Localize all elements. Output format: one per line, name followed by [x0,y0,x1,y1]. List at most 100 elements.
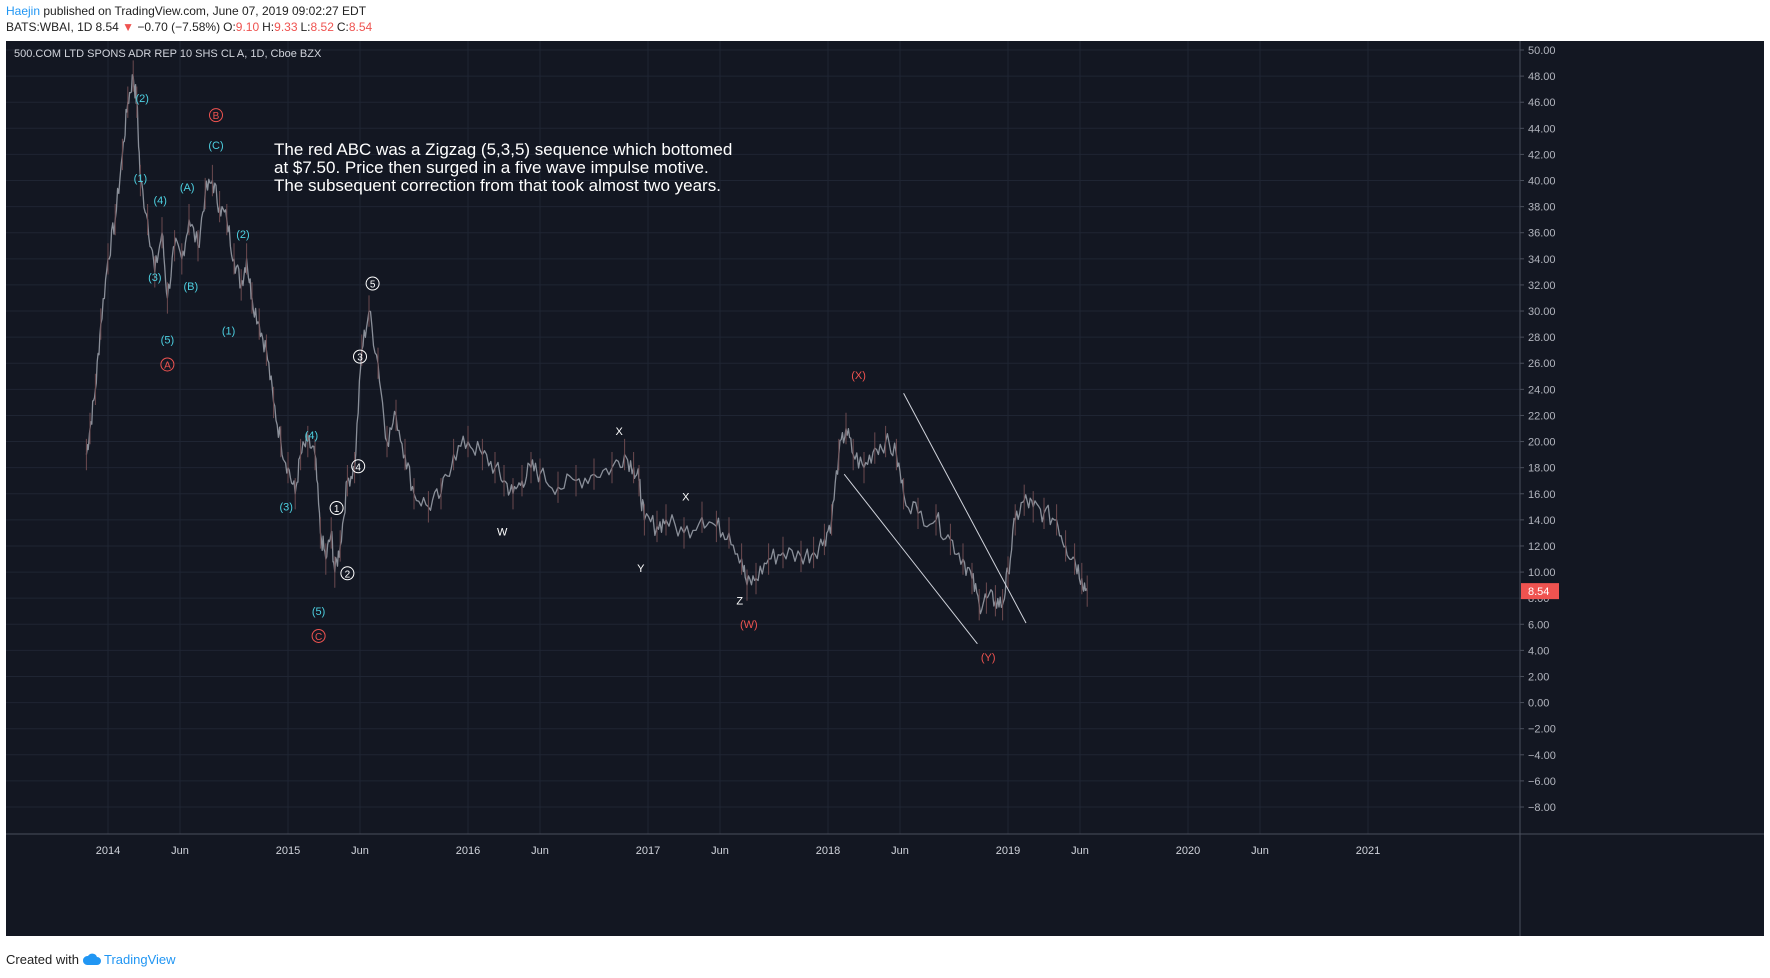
wave-label-circled-white: 1 [334,504,340,515]
wave-label-cyan: (C) [208,140,223,152]
y-tick-label: 34.00 [1528,254,1556,266]
x-tick-label: Jun [351,845,369,857]
y-tick-label: 6.00 [1528,619,1549,631]
last-price-tag [1521,583,1559,600]
wave-label-circled-red: B [213,111,220,122]
wave-label-cyan: (2) [135,93,148,105]
y-tick-label: 46.00 [1528,97,1556,109]
tradingview-cloud-icon [82,953,101,965]
x-tick-label: Jun [891,845,909,857]
wave-label-circled-white: 3 [357,353,363,364]
wave-label-cyan: (1) [222,326,235,338]
y-tick-label: 44.00 [1528,123,1556,135]
y-tick-label: 38.00 [1528,202,1556,214]
footer: Created with TradingView [6,952,176,967]
wave-label-white: Y [637,563,645,575]
wave-label-cyan: (4) [305,430,318,442]
x-tick-label: Jun [171,845,189,857]
wave-circle-white [351,459,366,474]
wave-label-cyan: (3) [148,272,161,284]
close-value: 8.54 [348,20,373,34]
wave-label-circled-white: 5 [370,280,376,291]
x-tick-label: 2015 [276,845,300,857]
trendline[interactable] [843,473,978,645]
annotation-text: The subsequent correction from that took… [274,176,721,195]
y-tick-label: 36.00 [1528,228,1556,240]
y-tick-label: 4.00 [1528,645,1549,657]
y-tick-label: 18.00 [1528,463,1556,475]
x-tick-label: Jun [1251,845,1269,857]
x-tick-label: 2014 [96,845,120,857]
chart-svg[interactable]: 50.0048.0046.0044.0042.0040.0038.0036.00… [6,41,1764,936]
wave-label-cyan: (4) [153,195,166,207]
wave-label-white: X [682,491,690,503]
x-tick-label: 2017 [636,845,660,857]
wave-label-cyan: (1) [134,173,147,185]
wave-circle-red [311,628,326,643]
y-tick-label: 16.00 [1528,489,1556,501]
wave-label-circled-red: C [315,632,322,643]
y-tick-label: 2.00 [1528,671,1549,683]
low-value: 8.52 [310,20,334,34]
y-tick-label: 40.00 [1528,176,1556,188]
wave-label-red: (Y) [981,652,996,664]
author-link[interactable]: Haejin [6,4,41,18]
wave-label-cyan: (A) [180,182,195,194]
open-label: O: [223,20,236,34]
wave-circle-red [160,357,175,372]
ohlc-line: BATS:WBAI, 1D 8.54 ▼ −0.70 (−7.58%) O:9.10… [6,20,372,34]
down-arrow-icon: ▼ [118,20,138,34]
wave-label-cyan: (5) [312,606,325,618]
annotation-text: The red ABC was a Zigzag (5,3,5) sequenc… [274,140,732,159]
low-label: L: [300,20,311,34]
y-tick-label: −6.00 [1528,776,1556,788]
wave-label-white: X [616,426,624,438]
x-tick-label: 2016 [456,845,480,857]
x-tick-label: 2018 [816,845,840,857]
last-price: 8.54 [95,20,119,34]
last-price-label: 8.54 [1528,586,1549,598]
y-tick-label: −4.00 [1528,750,1556,762]
published-text: published on TradingView.com, June 07, 2… [43,4,367,18]
y-tick-label: 10.00 [1528,567,1556,579]
y-tick-label: −2.00 [1528,724,1556,736]
y-tick-label: 14.00 [1528,515,1556,527]
y-tick-label: 28.00 [1528,332,1556,344]
y-tick-label: 26.00 [1528,358,1556,370]
x-tick-label: 2020 [1176,845,1200,857]
wave-label-red: (W) [740,619,758,631]
wave-circle-red [209,108,223,123]
y-tick-label: −8.00 [1528,802,1556,814]
wave-circle-white [353,349,367,364]
y-tick-label: 22.00 [1528,410,1556,422]
wave-label-cyan: (3) [279,502,292,514]
trendline[interactable] [903,393,1027,624]
wave-label-white: W [497,527,508,539]
wave-label-cyan: (5) [161,335,174,347]
y-tick-label: 30.00 [1528,306,1556,318]
wave-circle-white [340,566,355,581]
candle-wicks [85,60,1088,621]
y-tick-label: 20.00 [1528,437,1556,449]
wave-label-cyan: (2) [236,229,249,241]
annotation-text: at $7.50. Price then surged in a five wa… [274,158,709,177]
x-tick-label: Jun [1071,845,1089,857]
y-tick-label: 24.00 [1528,384,1556,396]
wave-circle-white [365,276,380,291]
chart-area[interactable]: 50.00 48.00 46.00 44.00 42.00 40.00 38.00 36.00… [6,41,1764,936]
tradingview-brand-link[interactable]: TradingView [103,952,176,967]
publish-line: Haejin published on TradingView.com, Jun… [6,4,366,18]
wave-label-circled-white: 2 [345,569,351,580]
wave-label-red: (X) [851,370,866,382]
change-value: −0.70 (−7.58%) [137,20,221,34]
y-tick-label: 42.00 [1528,149,1556,161]
wave-label-circled-white: 4 [355,462,361,473]
x-tick-label: 2021 [1356,845,1380,857]
y-tick-label: 12.00 [1528,541,1556,553]
wave-label-cyan: (B) [183,281,198,293]
x-tick-label: Jun [531,845,549,857]
wave-circle-white [329,501,344,516]
x-tick-label: 2019 [996,845,1020,857]
x-tick-label: Jun [711,845,729,857]
y-tick-label: 0.00 [1528,698,1549,710]
